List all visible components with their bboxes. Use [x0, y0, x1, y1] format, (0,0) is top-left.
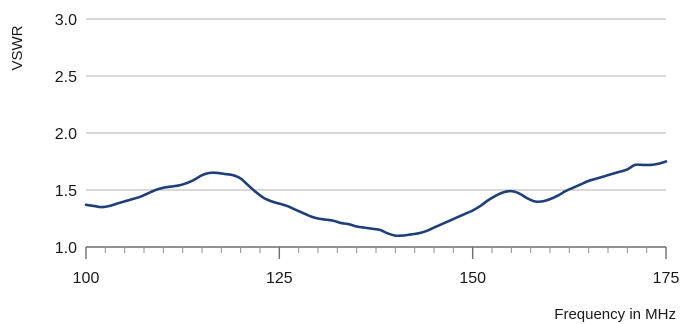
series-layer: [84, 160, 668, 238]
y-axis-label: VSWR: [9, 25, 26, 70]
grid-layer: [86, 18, 666, 191]
series-line-0: [84, 160, 668, 238]
y-tick-label: 2.0: [55, 126, 77, 143]
x-axis: [85, 246, 667, 259]
y-tick-label: 3.0: [55, 12, 77, 29]
x-axis-label: Frequency in MHz: [554, 306, 676, 323]
x-tick-labels: 100 125 150 175: [73, 270, 680, 287]
x-tick-label: 100: [73, 270, 100, 287]
y-tick-label: 2.5: [55, 69, 77, 86]
y-tick-labels: 1.0 1.5 2.0 2.5 3.0: [55, 12, 77, 257]
y-tick-label: 1.5: [55, 183, 77, 200]
x-tick-label: 125: [266, 270, 293, 287]
x-tick-label: 175: [653, 270, 680, 287]
x-tick-label: 150: [459, 270, 486, 287]
y-tick-label: 1.0: [55, 240, 77, 257]
